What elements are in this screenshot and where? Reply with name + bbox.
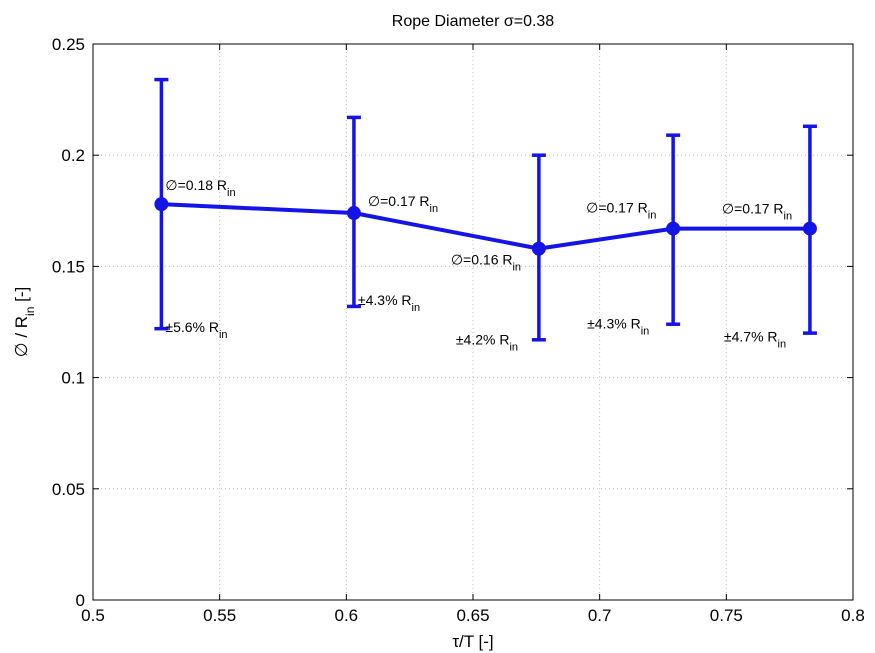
point-error-label-sub: in	[641, 326, 650, 338]
y-tick-label: 0.05	[52, 480, 85, 499]
y-tick-label: 0	[76, 591, 85, 610]
point-error-label: ±4.2% Rin	[456, 332, 518, 354]
point-error-label-sub: in	[509, 342, 518, 354]
point-error-label-sub: in	[412, 302, 421, 314]
point-error-label: ±4.3% Rin	[587, 316, 649, 338]
series	[154, 77, 817, 342]
point-value-label: ∅=0.16 Rin	[451, 252, 521, 274]
point-value-label-sub: in	[512, 262, 521, 274]
point-error-label-main: ±4.2% R	[456, 332, 510, 348]
point-value-label-sub: in	[648, 210, 657, 222]
y-tick-label: 0.2	[61, 146, 85, 165]
point-value-label-main: ∅=0.16 R	[451, 252, 513, 268]
x-axis: 0.5 0.55 0.6 0.65 0.7 0.75 0.8	[81, 44, 865, 625]
data-point	[531, 241, 546, 256]
point-value-label: ∅=0.17 Rin	[722, 201, 792, 223]
y-axis-label-main: ∅ / R	[12, 316, 31, 357]
point-error-label: ±4.7% Rin	[724, 329, 786, 351]
y-tick-label: 0.15	[52, 257, 85, 276]
x-tick-label: 0.75	[710, 606, 743, 625]
point-value-label-main: ∅=0.18 R	[165, 177, 227, 193]
point-error-label-main: ±5.6% R	[165, 319, 219, 335]
point-value-label-sub: in	[227, 187, 236, 199]
point-value-label: ∅=0.17 Rin	[586, 200, 656, 222]
data-point	[802, 221, 817, 236]
point-error-label-main: ±4.3% R	[358, 292, 412, 308]
point-value-label-main: ∅=0.17 R	[368, 193, 430, 209]
point-error-label: ±4.3% Rin	[358, 292, 420, 314]
x-tick-label: 0.5	[81, 606, 105, 625]
grid	[93, 44, 853, 600]
x-tick-label: 0.7	[588, 606, 612, 625]
data-point	[346, 206, 361, 221]
point-error-label-main: ±4.7% R	[724, 329, 778, 345]
point-error-label-sub: in	[778, 339, 787, 351]
x-tick-label: 0.8	[841, 606, 865, 625]
point-error-label: ±5.6% Rin	[165, 319, 227, 341]
point-error-label-main: ±4.3% R	[587, 316, 641, 332]
point-value-label-sub: in	[784, 211, 793, 223]
point-value-label-main: ∅=0.17 R	[586, 200, 648, 216]
point-value-label-main: ∅=0.17 R	[722, 201, 784, 217]
y-tick-label: 0.25	[52, 35, 85, 54]
data-point	[666, 221, 681, 236]
x-tick-label: 0.55	[203, 606, 236, 625]
x-tick-label: 0.6	[335, 606, 359, 625]
x-axis-label: τ/T [-]	[452, 632, 493, 651]
y-axis: 0 0.05 0.1 0.15 0.2 0.25	[52, 35, 853, 610]
point-error-label-sub: in	[219, 329, 228, 341]
y-tick-label: 0.1	[61, 369, 85, 388]
chart-title: Rope Diameter σ=0.38	[392, 13, 555, 30]
data-point	[154, 197, 169, 212]
x-tick-label: 0.65	[456, 606, 489, 625]
point-value-label-sub: in	[430, 203, 439, 215]
plot-frame	[92, 43, 854, 601]
y-axis-label-unit: [-]	[12, 287, 31, 307]
annotations: ∅=0.18 Rin±5.6% Rin∅=0.17 Rin±4.3% Rin∅=…	[165, 177, 792, 353]
point-value-label: ∅=0.17 Rin	[368, 193, 438, 215]
y-axis-label: ∅ / Rin [-]	[12, 287, 37, 357]
point-value-label: ∅=0.18 Rin	[165, 177, 235, 199]
y-axis-label-sub: in	[23, 307, 37, 316]
